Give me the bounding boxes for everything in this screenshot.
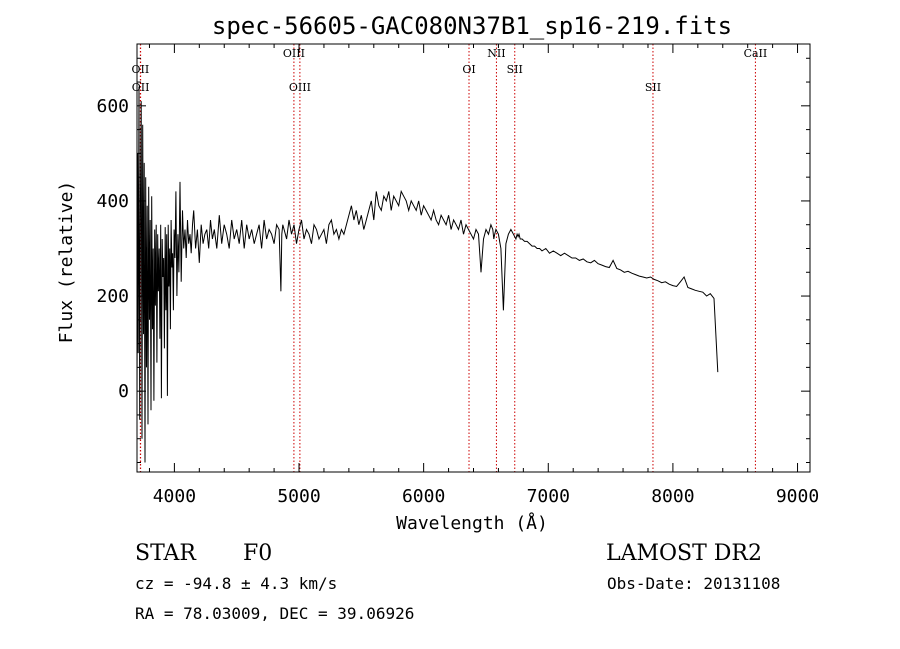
x-tick-label: 7000 [527, 486, 570, 507]
line-marker-label: SII [507, 63, 523, 76]
line-marker-label: NII [487, 47, 505, 60]
chart-title: spec-56605-GAC080N37B1_sp16-219.fits [212, 12, 732, 40]
line-marker-label: OII [132, 81, 150, 94]
line-marker-label: CaII [744, 47, 768, 60]
tick-layer: 4000 5000 6000 7000 8000 9000 0 200 400 600 [96, 44, 819, 507]
y-tick-label: 200 [96, 286, 129, 307]
x-tick-label: 4000 [153, 486, 196, 507]
plot-frame [136, 43, 811, 473]
coordinates: RA = 78.03009, DEC = 39.06926 [135, 604, 414, 623]
redshift-text: cz = -94.8 ± 4.3 km/s [135, 574, 337, 593]
y-tick-label: 0 [118, 381, 129, 402]
survey-name: LAMOST DR2 [606, 541, 762, 566]
line-marker-label: OI [462, 63, 475, 76]
x-tick-label: 8000 [651, 486, 694, 507]
object-class: STAR [135, 541, 197, 566]
y-tick-label: 600 [96, 96, 129, 117]
line-marker-label: SII [645, 81, 661, 94]
x-axis-label: Wavelength (Å) [396, 512, 548, 534]
spectrum-line [136, 86, 719, 463]
spectrum-layer [136, 86, 719, 463]
subclass: F0 [243, 541, 272, 566]
line-marker-label: OIII [283, 47, 305, 60]
line-marker-label: OIII [289, 81, 311, 94]
x-tick-label: 5000 [277, 486, 320, 507]
x-tick-label: 9000 [776, 486, 819, 507]
y-axis-label: Flux (relative) [56, 181, 77, 344]
obs-date: Obs-Date: 20131108 [607, 574, 780, 593]
x-tick-label: 6000 [402, 486, 445, 507]
y-tick-label: 400 [96, 191, 129, 212]
